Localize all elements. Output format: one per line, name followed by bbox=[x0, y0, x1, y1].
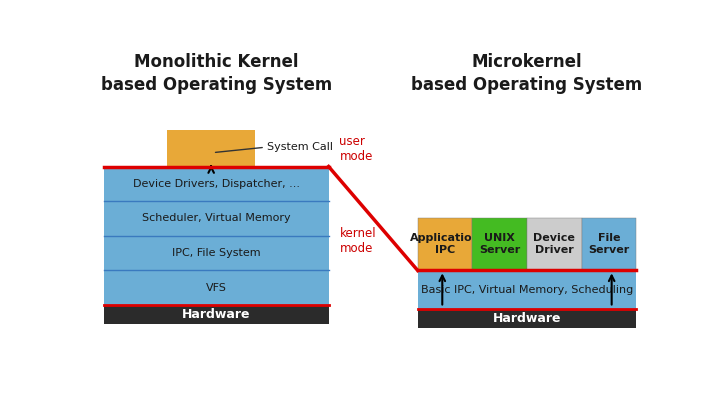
Text: Device
Driver: Device Driver bbox=[533, 233, 575, 255]
Bar bbox=[418, 218, 472, 270]
Text: Monolithic Kernel
based Operating System: Monolithic Kernel based Operating System bbox=[101, 53, 332, 94]
Text: System Call: System Call bbox=[267, 142, 333, 152]
Text: Basic IPC, Virtual Memory, Scheduling: Basic IPC, Virtual Memory, Scheduling bbox=[421, 285, 633, 295]
Text: Microkernel
based Operating System: Microkernel based Operating System bbox=[411, 53, 643, 94]
Bar bbox=[472, 218, 527, 270]
Text: UNIX
Server: UNIX Server bbox=[479, 233, 521, 255]
Bar bbox=[418, 309, 636, 328]
Text: Device Drivers, Dispatcher, ...: Device Drivers, Dispatcher, ... bbox=[133, 179, 300, 189]
Text: File
Server: File Server bbox=[588, 233, 630, 255]
Bar bbox=[104, 305, 329, 324]
Bar bbox=[168, 130, 255, 167]
Text: kernel
mode: kernel mode bbox=[339, 227, 376, 255]
Text: IPC, File System: IPC, File System bbox=[172, 248, 260, 258]
Text: Hardware: Hardware bbox=[182, 308, 250, 321]
Text: Hardware: Hardware bbox=[493, 312, 562, 325]
Bar bbox=[104, 270, 329, 305]
Bar bbox=[582, 218, 636, 270]
Bar bbox=[527, 218, 582, 270]
Text: user
mode: user mode bbox=[339, 135, 372, 163]
Bar bbox=[104, 236, 329, 270]
Text: Application: Application bbox=[172, 142, 251, 155]
Bar bbox=[104, 201, 329, 236]
Text: Application
IPC: Application IPC bbox=[410, 233, 480, 255]
Text: VFS: VFS bbox=[206, 283, 226, 293]
Text: Scheduler, Virtual Memory: Scheduler, Virtual Memory bbox=[142, 213, 290, 224]
Bar bbox=[418, 270, 636, 309]
Bar bbox=[104, 167, 329, 201]
